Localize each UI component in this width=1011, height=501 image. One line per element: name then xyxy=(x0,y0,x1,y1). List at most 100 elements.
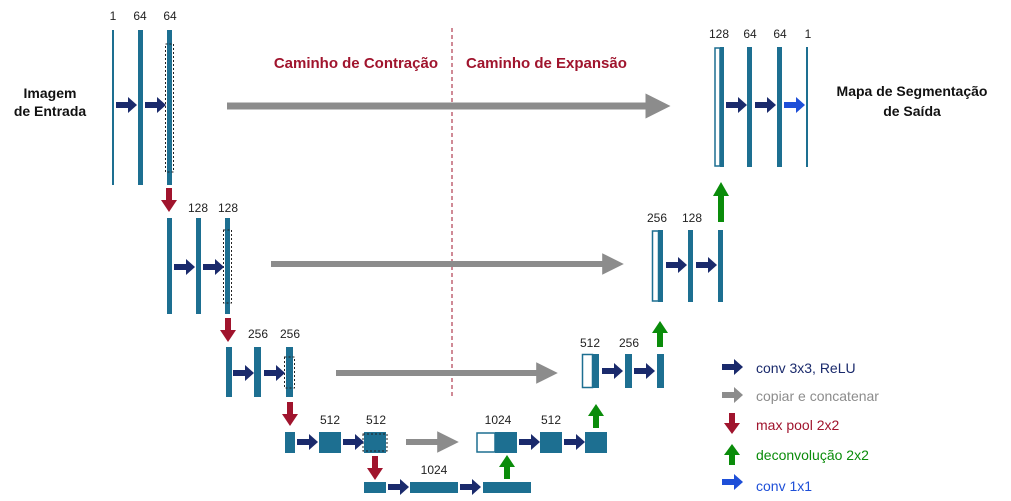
channel-label: 128 xyxy=(218,201,238,215)
maxpool-arrow xyxy=(282,402,298,426)
feature-map-bottom-conv2 xyxy=(483,482,531,493)
conv-arrow xyxy=(174,259,195,275)
maxpool-arrow xyxy=(367,456,383,480)
channel-label: 64 xyxy=(743,27,757,41)
deconv-arrow xyxy=(652,321,668,347)
feature-map-l4-up xyxy=(495,432,517,453)
feature-map-l2-conv1 xyxy=(196,218,201,314)
conv-arrow xyxy=(564,434,585,450)
legend-conv-label: conv 3x3, ReLU xyxy=(756,360,856,376)
feature-map-l4-pool xyxy=(285,432,295,453)
channel-label: 64 xyxy=(133,9,147,23)
conv1x1-arrow xyxy=(784,97,805,113)
channel-label: 128 xyxy=(682,211,702,225)
contraction-title: Caminho de Contração xyxy=(274,55,438,72)
conv-arrow xyxy=(297,434,318,450)
conv-arrow xyxy=(519,434,540,450)
feature-map-l1-conv1 xyxy=(138,30,143,185)
legend-deconv-icon xyxy=(724,444,740,465)
feature-map-l4-upconv1 xyxy=(540,432,562,453)
conv-arrow xyxy=(233,365,254,381)
channel-label: 64 xyxy=(773,27,787,41)
channel-label: 128 xyxy=(709,27,729,41)
legend-conv-icon xyxy=(722,359,743,375)
channel-label: 1024 xyxy=(485,413,512,427)
feature-map-l1-conv2 xyxy=(167,30,172,185)
output-label-line1: Mapa de Segmentação xyxy=(837,83,988,99)
crop-box-l2 xyxy=(223,229,232,304)
conv-arrow xyxy=(602,363,623,379)
feature-map-bottom-conv1 xyxy=(410,482,458,493)
feature-map-output xyxy=(806,47,808,167)
feature-map-l2-up xyxy=(658,230,663,302)
feature-map-l2-upconv2 xyxy=(718,230,723,302)
channel-label: 64 xyxy=(163,9,177,23)
legend-copy-label: copiar e concatenar xyxy=(756,388,879,404)
channel-label: 1 xyxy=(805,27,812,41)
deconv-arrow xyxy=(713,182,729,222)
conv-arrow xyxy=(145,97,166,113)
feature-map-l1-up xyxy=(720,47,724,167)
feature-map-bottom-pool xyxy=(364,482,386,493)
crop-box-l3 xyxy=(284,356,295,389)
channel-label: 256 xyxy=(280,327,300,341)
feature-map-l3-upconv1 xyxy=(625,354,632,388)
feature-map-l1-upconv1 xyxy=(747,47,752,167)
channel-label: 256 xyxy=(248,327,268,341)
channel-label: 256 xyxy=(619,336,639,350)
legend-pool-label: max pool 2x2 xyxy=(756,417,839,433)
channel-label: 512 xyxy=(541,413,561,427)
maxpool-arrow xyxy=(161,188,177,212)
feature-map-l4-conv2 xyxy=(364,432,386,453)
legend-conv1x1-icon xyxy=(722,474,743,490)
channel-label: 1024 xyxy=(421,463,448,477)
feature-map-l2-copy xyxy=(651,230,660,302)
conv-arrow xyxy=(460,479,481,495)
conv-arrow xyxy=(343,434,364,450)
feature-map-l3-pool xyxy=(226,347,232,397)
legend-copy-icon xyxy=(722,387,743,403)
feature-map-l1-copy xyxy=(714,47,721,167)
output-label-line2: de Saída xyxy=(883,103,941,119)
conv-arrow xyxy=(388,479,409,495)
feature-map-l2-pool xyxy=(167,218,172,314)
legend-pool-icon xyxy=(724,413,740,434)
feature-map-l4-conv1 xyxy=(319,432,341,453)
conv-arrow xyxy=(634,363,655,379)
conv-arrow xyxy=(264,365,285,381)
crop-box-l1 xyxy=(165,43,174,173)
deconv-arrow xyxy=(499,455,515,479)
input-label-line1: Imagem xyxy=(24,85,77,101)
channel-label: 128 xyxy=(188,201,208,215)
feature-map-l2-upconv1 xyxy=(688,230,693,302)
feature-map-l1-input xyxy=(112,30,114,185)
legend-deconv-label: deconvolução 2x2 xyxy=(756,447,869,463)
expansion-title: Caminho de Expansão xyxy=(466,55,627,72)
legend-conv1x1-label: conv 1x1 xyxy=(756,478,812,494)
conv-arrow xyxy=(203,259,224,275)
conv-arrow xyxy=(726,97,747,113)
feature-map-l1-upconv2 xyxy=(777,47,782,167)
channel-label: 512 xyxy=(320,413,340,427)
conv-arrow xyxy=(116,97,137,113)
feature-map-l4-upconv2 xyxy=(585,432,607,453)
conv-arrow xyxy=(696,257,717,273)
channel-label: 256 xyxy=(647,211,667,225)
deconv-arrow xyxy=(588,404,604,428)
channel-label: 512 xyxy=(580,336,600,350)
feature-map-l3-conv1 xyxy=(254,347,261,397)
input-label-line2: de Entrada xyxy=(14,103,87,119)
maxpool-arrow xyxy=(220,318,236,342)
legend: conv 3x3, ReLU copiar e concatenar max p… xyxy=(722,359,879,494)
conv-arrow xyxy=(755,97,776,113)
channel-label: 1 xyxy=(110,9,117,23)
feature-map-l3-up xyxy=(592,354,599,388)
feature-map-l3-upconv2 xyxy=(657,354,664,388)
channel-label: 512 xyxy=(366,413,386,427)
feature-map-l4-copy xyxy=(476,432,496,453)
feature-map-l2-conv2 xyxy=(225,218,230,314)
feature-map-l3-conv2 xyxy=(286,347,293,397)
conv-arrow xyxy=(666,257,687,273)
feature-map-l3-copy xyxy=(581,353,594,389)
